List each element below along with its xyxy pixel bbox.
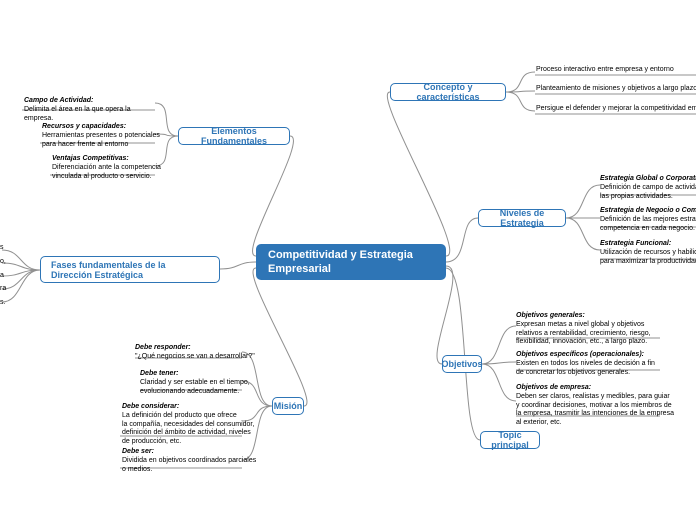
objetivos-leaf-2: Objetivos de empresa: Deben ser claros, … bbox=[516, 384, 686, 428]
fases-partial-4: s. bbox=[0, 299, 5, 306]
branch-elementos-label: Elementos Fundamentales bbox=[189, 126, 279, 146]
concepto-line-0: Proceso interactivo entre empresa y ento… bbox=[536, 66, 674, 73]
objetivos-leaf-0: Objetivos generales: Expresan metas a ni… bbox=[516, 312, 676, 347]
niveles-leaf-2: Estrategia Funcional: Utilización de rec… bbox=[600, 240, 696, 266]
fases-partial-1: o, bbox=[0, 258, 6, 265]
objetivos-leaf-1: Objetivos específicos (operacionales): E… bbox=[516, 351, 676, 377]
fases-partial-2: a bbox=[0, 272, 4, 279]
branch-niveles-label: Niveles de Estrategia bbox=[489, 208, 555, 228]
branch-objetivos[interactable]: Objetivos bbox=[442, 355, 482, 373]
branch-concepto-label: Concepto y características bbox=[401, 82, 495, 102]
mision-leaf-3: Debe ser: Dividida en objetivos coordina… bbox=[122, 448, 262, 474]
branch-objetivos-label: Objetivos bbox=[442, 359, 483, 369]
fases-partial-0: s bbox=[0, 244, 4, 251]
elementos-leaf-0: Campo de Actividad: Delimita el área en … bbox=[24, 97, 159, 123]
branch-niveles[interactable]: Niveles de Estrategia bbox=[478, 209, 566, 227]
niveles-leaf-0: Estrategia Global o Corporativa Definici… bbox=[600, 175, 696, 201]
fases-partial-3: ra bbox=[0, 285, 6, 292]
mision-leaf-2: Debe considerar: La definición del produ… bbox=[122, 403, 262, 447]
branch-topic-label: Topic principal bbox=[491, 430, 529, 450]
niveles-leaf-1: Estrategia de Negocio o Compe Definición… bbox=[600, 207, 696, 233]
concepto-line-1: Planteamiento de misiones y objetivos a … bbox=[536, 85, 696, 92]
concepto-line-2: Persigue el defender y mejorar la compet… bbox=[536, 105, 696, 112]
elementos-leaf-1: Recursos y capacidades: Herramientas pre… bbox=[42, 123, 162, 149]
root-node[interactable]: Competitividad y Estrategia Empresarial bbox=[256, 244, 446, 280]
branch-mision-label: Misión bbox=[274, 401, 303, 411]
root-label: Competitividad y Estrategia Empresarial bbox=[268, 248, 413, 277]
branch-concepto[interactable]: Concepto y características bbox=[390, 83, 506, 101]
mision-leaf-1: Debe tener: Claridad y ser estable en el… bbox=[140, 370, 260, 396]
mision-leaf-0: Debe responder: "¿Qué negocios se van a … bbox=[135, 344, 255, 362]
branch-elementos[interactable]: Elementos Fundamentales bbox=[178, 127, 290, 145]
branch-fases[interactable]: Fases fundamentales de la Dirección Estr… bbox=[40, 256, 220, 283]
elementos-leaf-2: Ventajas Competitivas: Diferenciación an… bbox=[52, 155, 162, 181]
branch-topic[interactable]: Topic principal bbox=[480, 431, 540, 449]
branch-fases-label: Fases fundamentales de la Dirección Estr… bbox=[51, 260, 209, 280]
branch-mision[interactable]: Misión bbox=[272, 397, 304, 415]
